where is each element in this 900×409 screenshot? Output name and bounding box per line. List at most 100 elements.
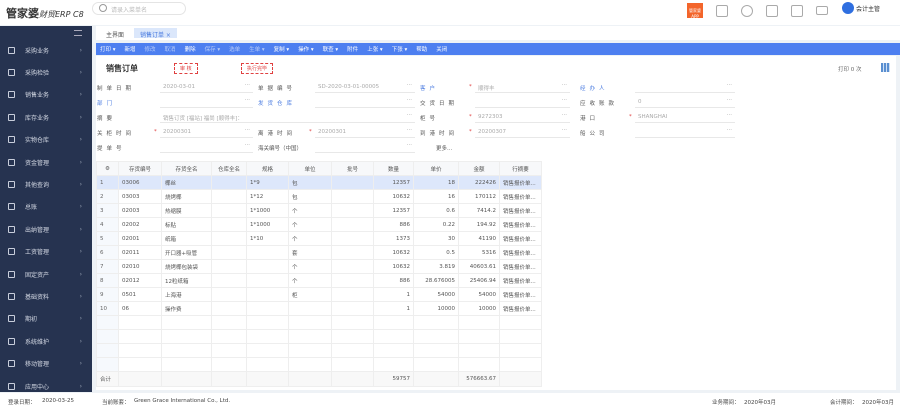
table-cell[interactable] bbox=[331, 301, 374, 316]
column-header[interactable]: 存货编号 bbox=[118, 161, 162, 176]
table-cell[interactable] bbox=[373, 329, 414, 344]
table-cell[interactable]: 1*12 bbox=[246, 189, 289, 204]
sidebar-item[interactable]: 出纳管理 › bbox=[0, 219, 92, 239]
table-cell[interactable]: 1*1000 bbox=[246, 203, 289, 218]
column-header[interactable]: 数量 bbox=[373, 161, 414, 176]
table-cell[interactable] bbox=[161, 357, 212, 372]
table-cell[interactable] bbox=[211, 231, 247, 246]
sidebar-item[interactable]: 采购业务 › bbox=[0, 40, 92, 60]
table-cell[interactable]: 28.676005 bbox=[413, 273, 459, 288]
table-cell[interactable]: 10632 bbox=[373, 245, 414, 260]
sidebar-item[interactable]: 库存业务 › bbox=[0, 107, 92, 127]
table-cell[interactable]: 886 bbox=[373, 217, 414, 232]
table-cell[interactable]: 1*1000 bbox=[246, 217, 289, 232]
table-cell[interactable]: 1 bbox=[373, 287, 414, 302]
sidebar-item[interactable]: 其他查询 › bbox=[0, 174, 92, 194]
table-cell[interactable]: 0.5 bbox=[413, 245, 459, 260]
column-header[interactable]: 金额 bbox=[458, 161, 500, 176]
table-cell[interactable] bbox=[211, 315, 247, 330]
table-cell[interactable] bbox=[246, 343, 289, 358]
sidebar-item[interactable]: 基础资料 › bbox=[0, 286, 92, 306]
table-cell[interactable] bbox=[161, 315, 212, 330]
ellipsis-icon[interactable]: ··· bbox=[726, 112, 732, 118]
table-cell[interactable]: 个 bbox=[288, 259, 332, 274]
table-cell[interactable]: 烧烤椰 bbox=[161, 189, 212, 204]
table-cell[interactable] bbox=[211, 287, 247, 302]
table-row[interactable] bbox=[96, 357, 542, 372]
form-field[interactable]: 2020-03-01 ··· bbox=[160, 81, 253, 93]
sidebar-item[interactable]: 系统维护 › bbox=[0, 331, 92, 351]
table-cell[interactable]: 194.92 bbox=[458, 217, 500, 232]
toolbar-button[interactable]: 附件 bbox=[347, 47, 359, 53]
table-cell[interactable]: 02001 bbox=[118, 231, 162, 246]
table-cell[interactable] bbox=[161, 343, 212, 358]
table-cell[interactable]: 1*10 bbox=[246, 231, 289, 246]
table-cell[interactable] bbox=[331, 315, 374, 330]
table-cell[interactable] bbox=[331, 189, 374, 204]
sidebar-item[interactable]: 总账 › bbox=[0, 197, 92, 217]
table-cell[interactable] bbox=[331, 273, 374, 288]
table-cell[interactable]: 41190 bbox=[458, 231, 500, 246]
table-cell[interactable] bbox=[211, 259, 247, 274]
table-cell[interactable]: 椰丝 bbox=[161, 175, 212, 190]
ellipsis-icon[interactable]: ··· bbox=[244, 127, 250, 133]
form-field[interactable]: 20200307 ··· bbox=[475, 126, 570, 138]
table-cell[interactable] bbox=[161, 329, 212, 344]
table-cell[interactable]: 06 bbox=[118, 301, 162, 316]
table-row[interactable]: 9 0501 上海港柜 1 54000 54000 销售报价单... bbox=[96, 287, 542, 302]
table-cell[interactable]: 02010 bbox=[118, 259, 162, 274]
table-cell[interactable] bbox=[288, 315, 332, 330]
sidebar-item[interactable]: 应用中心 › bbox=[0, 376, 92, 396]
table-cell[interactable]: 30 bbox=[413, 231, 459, 246]
table-cell[interactable]: 操作费 bbox=[161, 301, 212, 316]
table-cell[interactable]: 柜 bbox=[288, 287, 332, 302]
table-row[interactable] bbox=[96, 329, 542, 344]
ellipsis-icon[interactable]: ··· bbox=[406, 142, 412, 148]
table-cell[interactable]: 销售报价单... bbox=[499, 189, 542, 204]
table-cell[interactable] bbox=[373, 315, 414, 330]
form-field[interactable]: ··· bbox=[635, 81, 735, 93]
column-settings-gear-icon[interactable]: ⚙ bbox=[96, 161, 119, 176]
table-cell[interactable] bbox=[118, 357, 162, 372]
toolbar-button[interactable]: 下张 ▾ bbox=[391, 47, 408, 53]
toolbar-button[interactable]: 选单 bbox=[229, 47, 241, 53]
table-cell[interactable] bbox=[211, 343, 247, 358]
table-cell[interactable] bbox=[331, 217, 374, 232]
toolbar-button[interactable]: 保存 ▾ bbox=[204, 47, 221, 53]
table-cell[interactable] bbox=[499, 357, 542, 372]
table-cell[interactable]: 烧烤椰包装袋 bbox=[161, 259, 212, 274]
table-cell[interactable]: 0501 bbox=[118, 287, 162, 302]
help-icon[interactable] bbox=[741, 4, 753, 17]
ellipsis-icon[interactable]: ··· bbox=[406, 127, 412, 133]
form-field[interactable]: 20200301 ··· bbox=[160, 126, 253, 138]
toolbar-button[interactable]: 复制 ▾ bbox=[273, 47, 290, 53]
ellipsis-icon[interactable]: ··· bbox=[561, 82, 567, 88]
table-cell[interactable]: 10632 bbox=[373, 259, 414, 274]
table-cell[interactable]: 套 bbox=[288, 245, 332, 260]
ellipsis-icon[interactable]: ··· bbox=[726, 97, 732, 103]
table-cell[interactable] bbox=[458, 357, 500, 372]
form-field[interactable]: ··· bbox=[475, 96, 570, 108]
qr-code-icon[interactable] bbox=[881, 63, 890, 72]
table-cell[interactable] bbox=[331, 245, 374, 260]
table-cell[interactable]: 12粒纸箱 bbox=[161, 273, 212, 288]
stamp-icon[interactable] bbox=[716, 4, 728, 17]
alarm-icon[interactable] bbox=[791, 4, 803, 17]
sidebar-item[interactable]: 期初 › bbox=[0, 309, 92, 329]
table-cell[interactable] bbox=[413, 315, 459, 330]
form-field[interactable]: SD-2020-03-01-00005 ··· bbox=[315, 81, 415, 93]
form-field[interactable]: ··· bbox=[160, 141, 253, 153]
table-cell[interactable]: 销售报价单... bbox=[499, 287, 542, 302]
table-cell[interactable]: 03006 bbox=[118, 175, 162, 190]
toolbar-button[interactable]: 关闭 bbox=[436, 47, 448, 53]
table-cell[interactable] bbox=[118, 343, 162, 358]
table-cell[interactable]: 170112 bbox=[458, 189, 500, 204]
toolbar-button[interactable]: 删除 bbox=[184, 47, 196, 53]
table-cell[interactable] bbox=[246, 315, 289, 330]
table-cell[interactable]: 热缩膜 bbox=[161, 203, 212, 218]
ellipsis-icon[interactable]: ··· bbox=[406, 112, 412, 118]
table-cell[interactable]: 1373 bbox=[373, 231, 414, 246]
table-cell[interactable]: 1*9 bbox=[246, 175, 289, 190]
column-header[interactable]: 行摘要 bbox=[499, 161, 542, 176]
table-cell[interactable]: 02012 bbox=[118, 273, 162, 288]
